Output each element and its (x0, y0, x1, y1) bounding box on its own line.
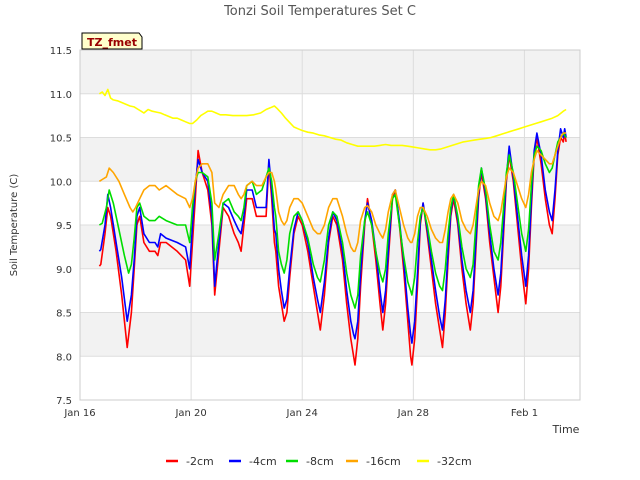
legend-item: -8cm (286, 455, 334, 468)
x-tick-label: Jan 20 (174, 408, 206, 419)
legend-label: -8cm (306, 455, 334, 468)
y-tick-label: 10.0 (50, 177, 72, 188)
legend-label: -2cm (186, 455, 214, 468)
y-tick-labels: 7.5 8.0 8.5 9.0 9.5 10.0 10.5 11.0 11.5 (50, 46, 72, 407)
series-layer (98, 88, 567, 366)
plot-band (80, 312, 580, 357)
legend: -2cm -4cm -8cm -16cm -32cm (166, 455, 472, 468)
y-tick-label: 8.0 (56, 352, 72, 363)
legend-label: -4cm (249, 455, 277, 468)
y-tick-label: 11.5 (50, 46, 72, 57)
site-label-box: TZ_fmet (81, 32, 143, 50)
y-tick-label: 11.0 (50, 90, 72, 101)
y-tick-label: 9.0 (56, 265, 72, 276)
x-tick-label: Jan 16 (63, 408, 95, 419)
series-line-2cm (98, 132, 567, 366)
legend-item: -32cm (417, 455, 472, 468)
x-axis-label: Time (552, 423, 580, 436)
x-tick-label: Jan 28 (397, 408, 429, 419)
plot-band (80, 137, 580, 182)
series-line-4cm (98, 128, 567, 344)
y-tick-label: 8.5 (56, 309, 72, 320)
plot-bands (80, 50, 580, 357)
legend-label: -32cm (437, 455, 472, 468)
legend-item: -2cm (166, 455, 214, 468)
legend-label: -16cm (366, 455, 401, 468)
plot-frame (79, 49, 581, 401)
site-label-text: TZ_fmet (87, 36, 137, 49)
legend-item: -4cm (229, 455, 277, 468)
y-tick-label: 9.5 (56, 221, 72, 232)
y-axis-label: Soil Temperature (C) (9, 174, 20, 277)
y-tick-label: 7.5 (56, 396, 72, 407)
x-tick-labels: Jan 16 Jan 20 Jan 24 Jan 28 Feb 1 (63, 408, 538, 419)
x-tick-label: Jan 24 (286, 408, 318, 419)
series-line-16cm (98, 132, 567, 253)
plot-band (80, 50, 580, 94)
y-tick-label: 10.5 (50, 134, 72, 145)
legend-item: -16cm (346, 455, 401, 468)
site-label-background (81, 32, 143, 50)
x-tick-label: Feb 1 (511, 408, 538, 419)
series-line-32cm (98, 88, 567, 151)
chart-title: Tonzi Soil Temperatures Set C (223, 4, 416, 19)
